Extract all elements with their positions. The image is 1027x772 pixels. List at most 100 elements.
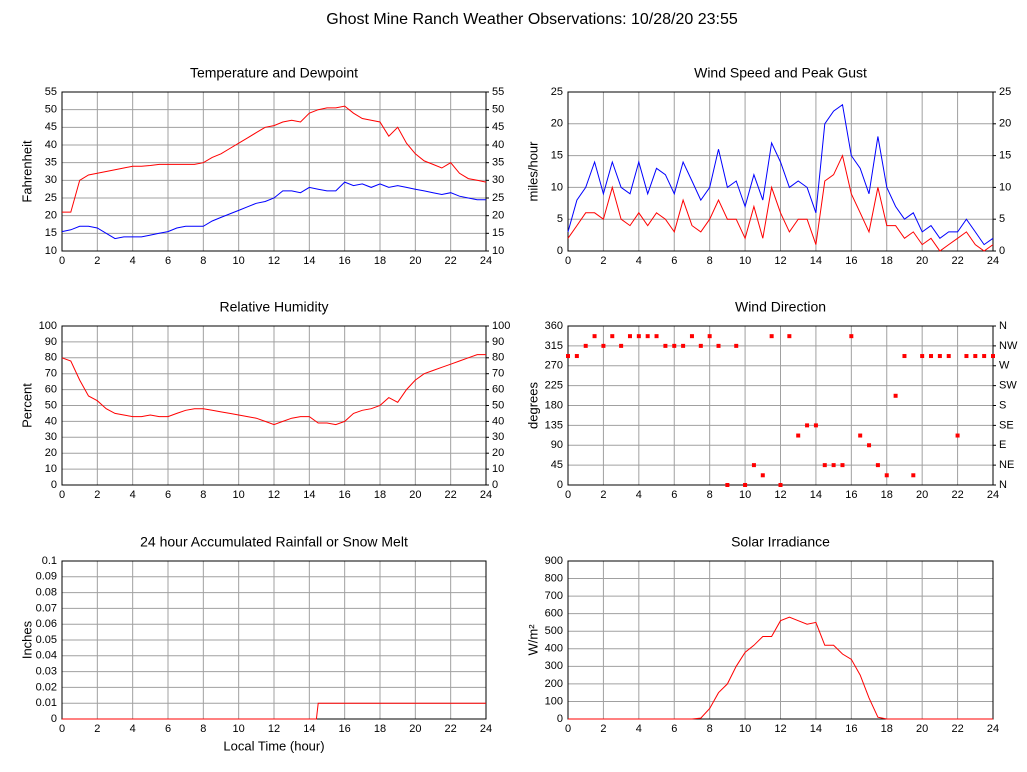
y2-tick-label: 55 bbox=[492, 86, 504, 98]
y-tick-label: 500 bbox=[545, 625, 563, 637]
data-point bbox=[849, 334, 854, 339]
y-tick-label: 50 bbox=[45, 104, 57, 116]
x-tick-label: 22 bbox=[445, 255, 457, 267]
x-tick-label: 24 bbox=[987, 255, 999, 267]
y2-tick-label: 40 bbox=[492, 139, 504, 151]
y-tick-label: 5 bbox=[557, 213, 563, 225]
data-point bbox=[743, 483, 748, 487]
y-tick-label: 80 bbox=[45, 352, 57, 364]
x-tick-label: 20 bbox=[409, 723, 421, 735]
data-point bbox=[583, 343, 588, 348]
data-line bbox=[568, 616, 993, 720]
y-tick-label: 0.02 bbox=[36, 681, 57, 693]
x-tick-label: 6 bbox=[165, 723, 171, 735]
x-tick-label: 24 bbox=[480, 723, 492, 735]
y-tick-label: 40 bbox=[45, 415, 57, 427]
x-tick-label: 4 bbox=[636, 489, 642, 501]
data-point bbox=[813, 423, 818, 428]
data-point bbox=[973, 354, 978, 359]
x-tick-label: 0 bbox=[565, 723, 571, 735]
x-tick-label: 6 bbox=[165, 489, 171, 501]
y-tick-label: 10 bbox=[551, 181, 563, 193]
x-tick-label: 16 bbox=[339, 489, 351, 501]
data-line bbox=[62, 702, 486, 720]
x-tick-label: 18 bbox=[881, 255, 893, 267]
y-axis-label: Fahrenheit bbox=[19, 140, 34, 203]
y-tick-label: 15 bbox=[551, 150, 563, 162]
data-point bbox=[645, 334, 650, 339]
y-tick-label: 0.04 bbox=[36, 650, 57, 662]
y-tick-label: 90 bbox=[45, 336, 57, 348]
data-point bbox=[964, 354, 969, 359]
y2-tick-label: 20 bbox=[492, 447, 504, 459]
x-tick-label: 2 bbox=[94, 489, 100, 501]
x-tick-label: 14 bbox=[810, 489, 822, 501]
y-tick-label: 50 bbox=[45, 399, 57, 411]
x-tick-label: 2 bbox=[600, 255, 606, 267]
data-point bbox=[751, 463, 756, 468]
chart-title: Wind Speed and Peak Gust bbox=[694, 65, 867, 81]
y-tick-label: 0.01 bbox=[36, 697, 57, 709]
y-tick-label: 10 bbox=[45, 245, 57, 257]
y-tick-label: 400 bbox=[545, 643, 563, 655]
x-tick-label: 20 bbox=[916, 489, 928, 501]
data-point bbox=[920, 354, 925, 359]
page-title: Ghost Mine Ranch Weather Observations: 1… bbox=[326, 11, 738, 28]
data-point bbox=[627, 334, 632, 339]
x-tick-label: 18 bbox=[374, 255, 386, 267]
chart-title: Relative Humidity bbox=[220, 299, 329, 315]
x-tick-label: 18 bbox=[881, 723, 893, 735]
y2-tick-label: 15 bbox=[492, 227, 504, 239]
y-tick-label: 270 bbox=[545, 360, 563, 372]
y2-tick-label: 20 bbox=[999, 118, 1011, 130]
y-tick-label: 0.03 bbox=[36, 666, 57, 678]
data-line bbox=[61, 354, 486, 426]
y2-tick-label: 10 bbox=[999, 181, 1011, 193]
x-tick-label: 18 bbox=[374, 489, 386, 501]
y-tick-label: 25 bbox=[45, 192, 57, 204]
data-point bbox=[601, 343, 606, 348]
y2-tick-label: 25 bbox=[999, 86, 1011, 98]
y2-tick-label: 0 bbox=[492, 479, 498, 491]
data-point bbox=[858, 433, 863, 438]
x-tick-label: 2 bbox=[600, 489, 606, 501]
data-point bbox=[725, 483, 730, 487]
x-tick-label: 14 bbox=[810, 723, 822, 735]
y-tick-label: 0.05 bbox=[36, 634, 57, 646]
data-point bbox=[805, 423, 810, 428]
x-tick-label: 20 bbox=[409, 255, 421, 267]
x-tick-label: 6 bbox=[165, 255, 171, 267]
data-point bbox=[884, 473, 889, 478]
y-axis-label: Percent bbox=[19, 383, 34, 428]
x-tick-label: 10 bbox=[739, 489, 751, 501]
x-tick-label: 4 bbox=[130, 255, 136, 267]
x-tick-label: 16 bbox=[339, 255, 351, 267]
y-tick-label: 135 bbox=[545, 419, 563, 431]
x-tick-label: 20 bbox=[916, 723, 928, 735]
x-tick-label: 10 bbox=[739, 255, 751, 267]
data-point bbox=[955, 433, 960, 438]
y2-tick-label: 10 bbox=[492, 463, 504, 475]
y-tick-label: 800 bbox=[545, 572, 563, 584]
y-tick-label: 30 bbox=[45, 431, 57, 443]
y-tick-label: 35 bbox=[45, 157, 57, 169]
x-tick-label: 4 bbox=[130, 489, 136, 501]
y2-tick-label: 30 bbox=[492, 174, 504, 186]
data-point bbox=[636, 334, 641, 339]
y2-tick-label: N bbox=[999, 479, 1007, 491]
y-tick-label: 100 bbox=[39, 320, 57, 332]
data-point bbox=[689, 334, 694, 339]
data-point bbox=[716, 343, 721, 348]
data-point bbox=[707, 334, 712, 339]
y-tick-label: 0.09 bbox=[36, 571, 57, 583]
y2-tick-label: 45 bbox=[492, 121, 504, 133]
y-tick-label: 60 bbox=[45, 384, 57, 396]
x-tick-label: 6 bbox=[671, 723, 677, 735]
y-tick-label: 25 bbox=[551, 86, 563, 98]
data-point bbox=[681, 343, 686, 348]
data-point bbox=[698, 343, 703, 348]
data-point bbox=[911, 473, 916, 478]
data-point bbox=[893, 393, 898, 398]
y-tick-label: 225 bbox=[545, 380, 563, 392]
